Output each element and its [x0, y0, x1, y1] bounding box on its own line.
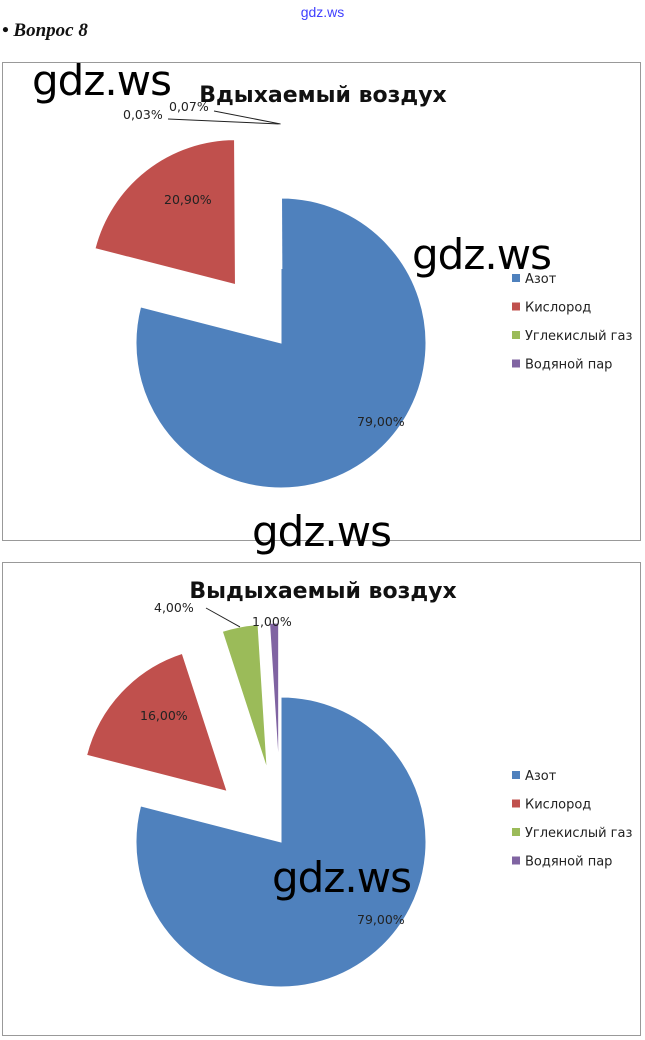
chart-title: Вдыхаемый воздух: [199, 83, 446, 108]
question-heading: • Вопрос 8: [2, 20, 88, 41]
legend-swatch: [512, 856, 520, 865]
leader-line: [213, 110, 281, 125]
legend-label: Водяной пар: [525, 358, 612, 373]
leader-line: [167, 118, 280, 125]
pie-slice-4: [269, 622, 280, 769]
watermark: gdz.ws: [412, 230, 552, 279]
legend-label: Азот: [525, 769, 557, 784]
legend-label: Кислород: [525, 301, 591, 316]
top-watermark: gdz.ws: [300, 4, 345, 20]
pie-slice-2: [94, 139, 236, 286]
data-label: 20,90%: [164, 192, 212, 207]
pie-slice-1: [135, 696, 427, 988]
legend-label: Углекислый газ: [525, 826, 632, 841]
watermark: gdz.ws: [252, 507, 392, 556]
data-label: 79,00%: [357, 912, 405, 927]
data-label: 1,00%: [252, 614, 292, 629]
legend-swatch: [512, 302, 520, 311]
watermark: gdz.ws: [272, 853, 412, 902]
legend-swatch: [512, 359, 520, 368]
legend-swatch: [512, 331, 520, 339]
legend-label: Азот: [525, 272, 557, 287]
data-label: 0,03%: [123, 107, 163, 122]
pie-slice-3: [221, 624, 268, 770]
legend-swatch: [512, 771, 520, 779]
legend-swatch: [512, 828, 520, 836]
legend-swatch: [512, 799, 520, 808]
legend-label: Водяной пар: [525, 855, 612, 870]
data-label: 0,07%: [169, 99, 209, 114]
legend-label: Углекислый газ: [525, 329, 632, 344]
legend-label: Кислород: [525, 798, 591, 813]
chart-title: Выдыхаемый воздух: [189, 579, 456, 604]
legend-swatch: [512, 274, 520, 282]
data-label: 16,00%: [140, 708, 188, 723]
pie-slice-2: [86, 652, 228, 793]
data-label: 4,00%: [154, 600, 194, 615]
data-label: 79,00%: [357, 414, 405, 429]
leader-line: [205, 607, 241, 628]
watermark: gdz.ws: [32, 56, 172, 105]
pie-slice-1: [135, 197, 427, 489]
pie-slice-4: [278, 123, 283, 270]
